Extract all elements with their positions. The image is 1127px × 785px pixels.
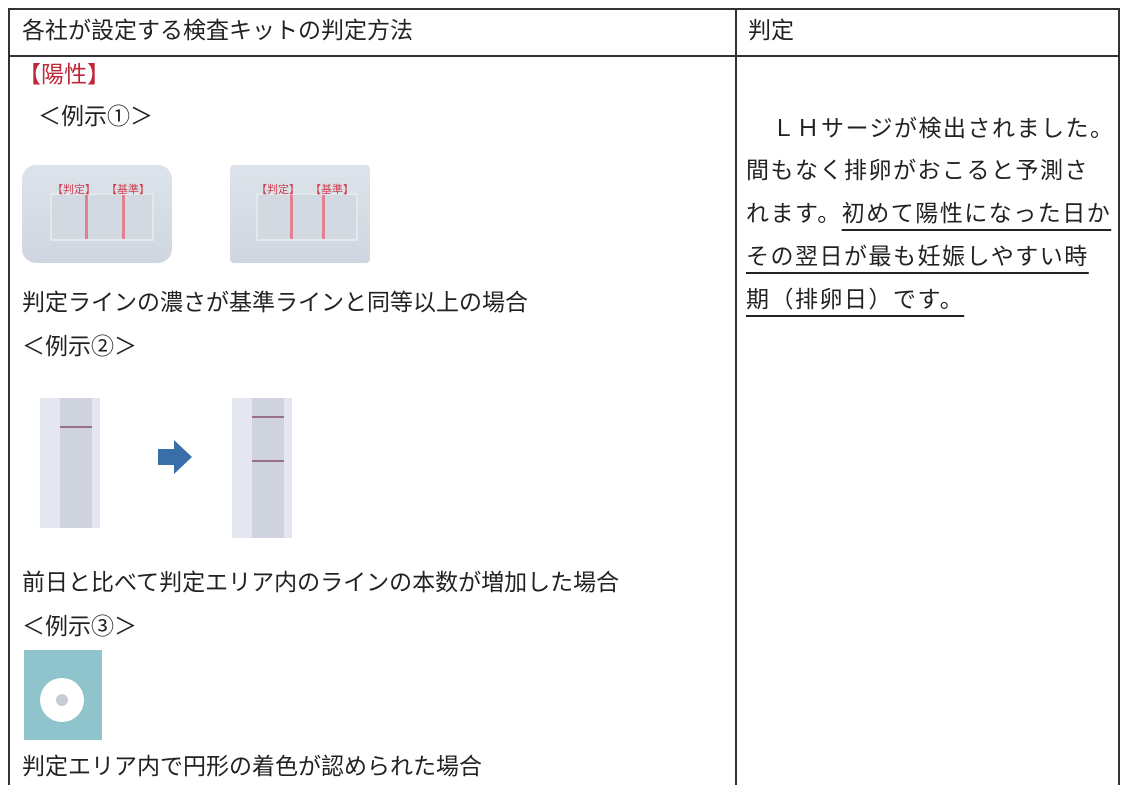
test-strip-image: [232, 398, 292, 538]
image-label: 【判定】: [52, 183, 96, 196]
header-cell: 各社が設定する検査キットの判定方法: [22, 18, 413, 44]
header-cell: 判定: [748, 18, 794, 44]
example-label: ＜例示①＞: [38, 104, 153, 130]
positive-label: 【陽性】: [18, 62, 110, 88]
judgment-line: 間もなく排卵がおこると予測さ: [746, 160, 1089, 183]
judgment-text: 間もなく排卵がおこると予測さ: [746, 158, 1089, 184]
image-label: 【基準】: [106, 183, 150, 196]
table-border: [1118, 8, 1120, 785]
judgment-underlined-text: その翌日が最も妊娠しやすい時: [746, 244, 1089, 270]
table-border: [8, 8, 1120, 10]
judgment-line: ＬＨサージが検出されました。: [772, 118, 1115, 141]
example-label: ＜例示②＞: [22, 334, 137, 360]
judgment-text: ＬＨサージが検出されました。: [772, 116, 1115, 142]
table-border: [735, 8, 737, 785]
caption: 判定エリア内で円形の着色が認められた場合: [22, 754, 482, 780]
judgment-line: 期（排卵日）です。: [746, 289, 964, 312]
arrow-icon: [158, 440, 192, 474]
judgment-text: れます。: [746, 201, 842, 227]
caption: 前日と比べて判定エリア内のラインの本数が増加した場合: [22, 570, 620, 596]
judgment-underlined-text: 期（排卵日）です。: [746, 287, 965, 313]
example-label: ＜例示③＞: [22, 614, 137, 640]
table-border: [8, 8, 10, 785]
judgment-line: その翌日が最も妊娠しやすい時: [746, 246, 1089, 269]
table-border: [8, 55, 1120, 57]
image-label: 【基準】: [310, 183, 354, 196]
test-kit-image: [24, 650, 102, 740]
test-kit-image: 【判定】 【基準】: [230, 165, 370, 263]
test-kit-image: 【判定】 【基準】: [22, 165, 172, 263]
image-label: 【判定】: [256, 183, 300, 196]
caption: 判定ラインの濃さが基準ラインと同等以上の場合: [22, 290, 528, 316]
test-strip-image: [40, 398, 100, 528]
judgment-line: れます。初めて陽性になった日か: [746, 203, 1111, 226]
judgment-underlined-text: 初めて陽性になった日か: [841, 201, 1112, 227]
